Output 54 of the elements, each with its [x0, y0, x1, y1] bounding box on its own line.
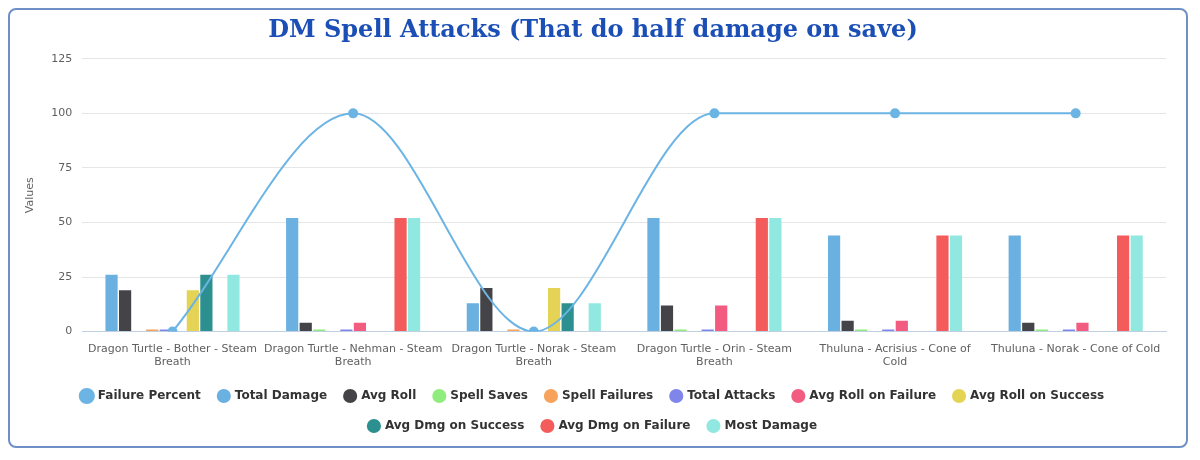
x-tick-label: Dragon Turtle - Orin - Steam Breath: [636, 342, 793, 369]
x-tick-label: Dragon Turtle - Bother - Steam Breath: [88, 342, 257, 369]
legend-label: Most Damage: [724, 418, 818, 433]
y-tick-label: 50: [58, 215, 73, 229]
legend-label: Avg Dmg on Success: [384, 418, 525, 433]
bar: [1008, 235, 1021, 332]
bar: [1130, 235, 1143, 332]
bar: [119, 290, 132, 332]
legend-label: Total Attacks: [687, 388, 776, 403]
legend-label: Spell Saves: [450, 388, 528, 403]
bar: [186, 290, 199, 332]
y-tick-label: 25: [58, 269, 73, 283]
y-tick-label: 100: [51, 106, 73, 120]
bar: [1076, 322, 1089, 332]
legend-label: Avg Dmg on Failure: [558, 418, 691, 433]
bar: [895, 320, 908, 332]
legend-label: Avg Roll on Success: [970, 388, 1105, 403]
legend-label: Avg Roll on Failure: [809, 388, 937, 403]
bar: [299, 322, 312, 332]
legend-label: Spell Failures: [561, 388, 654, 403]
y-tick-label: 125: [51, 51, 73, 65]
chart-title: DM Spell Attacks (That do half damage on save): [268, 13, 918, 43]
bar: [286, 218, 299, 332]
x-tick-label: Thuluna - Acrisius - Cone of Cold: [818, 342, 972, 369]
bar: [466, 303, 479, 332]
bar: [588, 303, 601, 332]
bar: [949, 235, 963, 332]
bar: [660, 305, 674, 332]
bar: [769, 218, 782, 332]
bar: [715, 305, 728, 332]
legend-label: Failure Percent: [97, 388, 202, 403]
bar: [1117, 235, 1130, 332]
legend-label: Avg Roll: [361, 388, 417, 403]
y-axis-title: Values: [23, 176, 37, 214]
bar: [105, 274, 118, 332]
legend-label: Total Damage: [234, 388, 328, 403]
bar: [200, 274, 213, 332]
bar: [841, 320, 854, 332]
x-tick-label: Thuluna - Norak - Cone of Cold: [990, 342, 1161, 356]
x-tick-label: Dragon Turtle - Nehman - Steam Breath: [263, 342, 443, 369]
y-tick-label: 0: [65, 324, 73, 338]
bar: [1022, 322, 1035, 332]
bar: [755, 218, 768, 332]
bar: [548, 287, 561, 332]
bar: [827, 235, 841, 332]
bar: [227, 274, 240, 332]
x-tick-label: Dragon Turtle - Norak - Steam Breath: [451, 342, 617, 369]
bar: [353, 322, 367, 332]
bar: [394, 218, 407, 332]
y-tick-label: 75: [58, 160, 73, 174]
bar: [480, 287, 493, 332]
bar: [936, 235, 949, 332]
bar: [647, 218, 660, 332]
bar: [408, 218, 421, 332]
